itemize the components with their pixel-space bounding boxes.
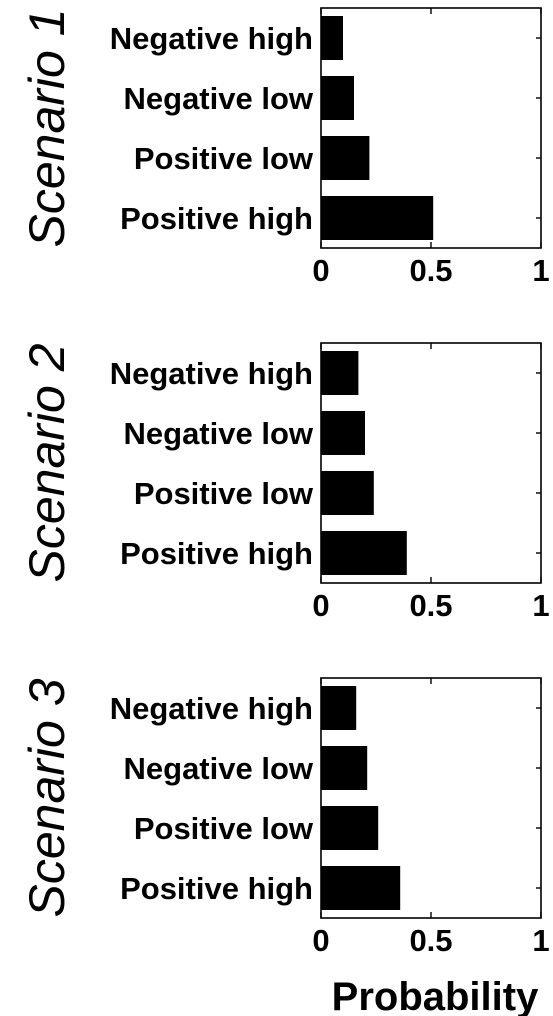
bar-positive-low <box>321 471 374 515</box>
scenario-1-panel: Scenario 1 Negative high Negative low Posit… <box>19 7 550 288</box>
category-label-positive-low: Positive low <box>134 141 314 176</box>
bar-positive-high <box>321 196 434 240</box>
x-axis-label: Probability <box>332 975 539 1016</box>
bar-positive-high <box>321 531 407 575</box>
scenario-3-panel: Scenario 3 Negative high Negative low Posit… <box>19 677 550 958</box>
bar-negative-high <box>321 686 357 730</box>
x-tick-label-0: 0 <box>312 253 329 288</box>
category-label-positive-high: Positive high <box>120 871 313 906</box>
x-tick-label-0-5: 0.5 <box>409 588 452 623</box>
x-tick-label-0: 0 <box>312 588 329 623</box>
x-tick-label-1: 1 <box>532 923 549 958</box>
category-label-negative-low: Negative low <box>124 416 314 451</box>
bar-negative-low <box>321 76 354 120</box>
scenario-1-title: Scenario 1 <box>19 8 75 247</box>
x-tick-label-0-5: 0.5 <box>409 923 452 958</box>
scenario-3-title: Scenario 3 <box>19 678 75 917</box>
category-label-positive-low: Positive low <box>134 476 314 511</box>
category-label-negative-low: Negative low <box>124 81 314 116</box>
bar-positive-high <box>321 866 401 910</box>
category-label-positive-low: Positive low <box>134 811 314 846</box>
category-label-negative-high: Negative high <box>110 356 313 391</box>
category-label-negative-high: Negative high <box>110 21 313 56</box>
x-tick-label-1: 1 <box>532 253 549 288</box>
scenario-2-title: Scenario 2 <box>19 343 75 582</box>
x-tick-label-0-5: 0.5 <box>409 253 452 288</box>
category-label-positive-high: Positive high <box>120 536 313 571</box>
x-tick-label-0: 0 <box>312 923 329 958</box>
category-label-positive-high: Positive high <box>120 201 313 236</box>
bar-positive-low <box>321 136 370 180</box>
bar-negative-high <box>321 351 359 395</box>
x-tick-label-1: 1 <box>532 588 549 623</box>
bar-negative-low <box>321 746 368 790</box>
bar-negative-low <box>321 411 365 455</box>
bar-negative-high <box>321 16 343 60</box>
scenario-2-panel: Scenario 2 Negative high Negative low Posit… <box>19 342 550 623</box>
category-label-negative-low: Negative low <box>124 751 314 786</box>
bar-positive-low <box>321 806 379 850</box>
category-label-negative-high: Negative high <box>110 691 313 726</box>
